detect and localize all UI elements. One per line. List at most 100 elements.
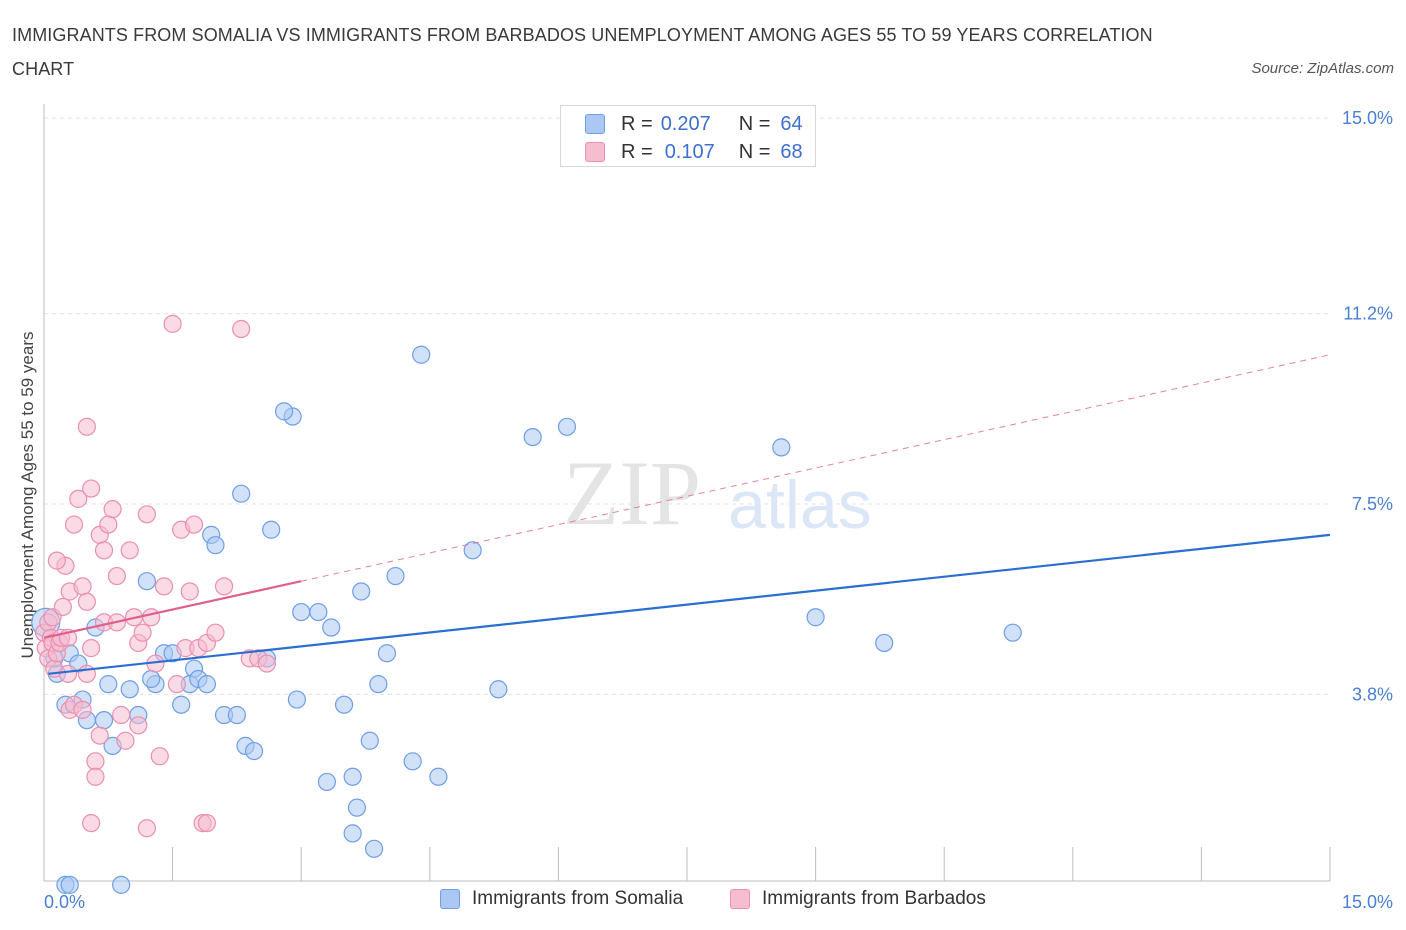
- barbados-point: [82, 813, 101, 833]
- somalia-point: [244, 741, 264, 761]
- somalia-point: [142, 669, 161, 689]
- stats-row-barbados: R = 0.107 N = 68: [585, 138, 803, 166]
- barbados-point: [167, 675, 186, 694]
- somalia-point: [352, 582, 371, 601]
- axes: [43, 104, 1331, 882]
- barbados-point: [120, 541, 139, 560]
- gridlines: [44, 117, 1330, 695]
- stats-row-somalia: R = 0.207 N = 64: [585, 110, 803, 138]
- legend-item-somalia[interactable]: Immigrants from Somalia: [440, 888, 683, 910]
- watermark-zip: ZIP: [563, 442, 701, 544]
- source-label: Source: ZipAtlas.com: [1251, 60, 1394, 77]
- barbados-point: [197, 813, 216, 833]
- barbados-trend-line: [43, 580, 302, 639]
- barbados-swatch: [585, 142, 605, 162]
- somalia-legend-swatch: [440, 889, 460, 909]
- y-tick-label: 11.2%: [1343, 304, 1393, 324]
- barbados-point: [112, 705, 131, 725]
- barbados-point: [107, 566, 126, 586]
- y-tick-label: 3.8%: [1352, 684, 1393, 704]
- series-legend: Immigrants from Somalia Immigrants from …: [0, 888, 1406, 918]
- barbados-trend-extension: [301, 354, 1331, 582]
- somalia-point: [292, 602, 311, 622]
- r-value: 0.207: [660, 112, 711, 135]
- somalia-point: [772, 438, 791, 457]
- barbados-point: [232, 319, 251, 339]
- somalia-point: [343, 767, 362, 786]
- somalia-point: [347, 798, 367, 817]
- somalia-point: [369, 675, 388, 694]
- barbados-point: [163, 314, 182, 333]
- barbados-point: [77, 664, 96, 683]
- somalia-point: [206, 536, 225, 555]
- somalia-point: [523, 427, 542, 447]
- somalia-point: [227, 705, 246, 725]
- r-label: R =: [621, 140, 653, 163]
- somalia-point: [60, 875, 79, 894]
- somalia-swatch: [585, 114, 605, 134]
- legend-label: Immigrants from Somalia: [472, 888, 684, 909]
- somalia-point: [412, 345, 431, 364]
- barbados-point: [86, 752, 105, 771]
- legend-item-barbados[interactable]: Immigrants from Barbados: [730, 888, 986, 910]
- barbados-point: [86, 767, 105, 786]
- somalia-point: [334, 695, 354, 714]
- barbados-point: [133, 623, 152, 642]
- data-points: [31, 314, 1022, 894]
- stats-legend: R = 0.207 N = 64 R = 0.107 N = 68: [560, 105, 816, 167]
- somalia-point: [322, 618, 341, 637]
- barbados-point: [73, 577, 92, 596]
- somalia-point: [360, 731, 379, 750]
- somalia-point: [1003, 623, 1022, 642]
- n-value: 68: [780, 140, 803, 163]
- watermark: ZIP atlas: [563, 442, 872, 544]
- legend-label: Immigrants from Barbados: [762, 888, 986, 909]
- barbados-point: [77, 417, 96, 436]
- barbados-point: [64, 515, 84, 534]
- somalia-point: [317, 772, 337, 792]
- barbados-point: [90, 726, 109, 745]
- trend-lines: [43, 354, 1331, 675]
- somalia-trend-line: [48, 533, 1331, 675]
- somalia-point: [377, 644, 397, 663]
- r-value: 0.107: [664, 140, 715, 163]
- x-tick-label: 0.0%: [44, 892, 85, 912]
- barbados-point: [73, 700, 92, 719]
- watermark-atlas: atlas: [728, 467, 872, 543]
- barbados-point: [103, 500, 122, 519]
- barbados-point: [47, 551, 66, 570]
- somalia-point: [875, 633, 894, 653]
- chart-title: IMMIGRANTS FROM SOMALIA VS IMMIGRANTS FR…: [12, 25, 1153, 79]
- somalia-point: [274, 402, 294, 421]
- somalia-point: [94, 711, 114, 730]
- barbados-point: [69, 489, 88, 508]
- barbados-point: [53, 597, 72, 617]
- tick-labels: 3.8% 7.5% 11.2% 15.0% 0.0% 15.0%: [44, 108, 1393, 912]
- y-tick-label: 7.5%: [1352, 494, 1393, 514]
- barbados-point: [214, 577, 234, 596]
- barbados-point: [99, 515, 118, 534]
- somalia-point: [489, 680, 508, 699]
- barbados-point: [94, 541, 114, 560]
- barbados-point: [180, 582, 199, 601]
- barbados-point: [137, 819, 156, 838]
- x-tick-label: 15.0%: [1342, 892, 1393, 912]
- somalia-point: [463, 541, 482, 560]
- barbados-point: [142, 608, 161, 627]
- somalia-point: [262, 520, 281, 539]
- somalia-point: [197, 675, 216, 694]
- barbados-point: [137, 505, 156, 524]
- somalia-point: [309, 602, 328, 622]
- somalia-point: [557, 417, 577, 436]
- barbados-point: [82, 479, 101, 498]
- barbados-point: [257, 654, 277, 673]
- barbados-point: [58, 664, 78, 683]
- barbados-point: [82, 639, 101, 658]
- barbados-point: [150, 747, 169, 766]
- somalia-point: [120, 680, 139, 699]
- somalia-point: [232, 484, 251, 503]
- somalia-point: [343, 824, 362, 843]
- somalia-point: [429, 767, 448, 786]
- barbados-point: [154, 577, 174, 596]
- n-label: N =: [738, 140, 771, 163]
